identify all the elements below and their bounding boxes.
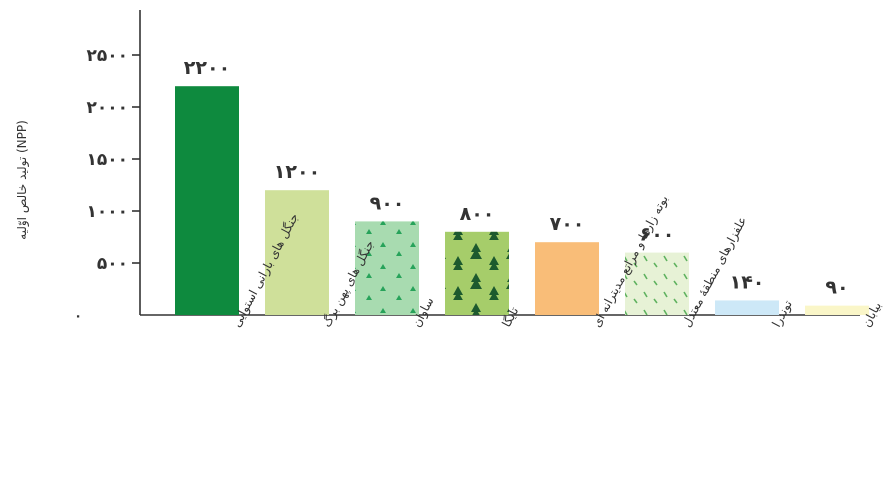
bar-value-label: ۷۰۰ xyxy=(550,213,585,235)
bar xyxy=(805,305,869,315)
bar-value-label: ۱۴۰ xyxy=(730,271,765,293)
bar xyxy=(715,300,779,315)
bar xyxy=(265,190,329,315)
bar-pattern xyxy=(445,231,509,315)
bar xyxy=(175,86,239,315)
bar xyxy=(535,242,599,315)
y-tick-label: ۱۰۰۰ xyxy=(86,202,128,222)
bar-value-label: ۱۲۰۰ xyxy=(274,161,320,183)
y-tick-label: ۲۰۰۰ xyxy=(86,98,128,118)
category-label: بیابان xyxy=(859,299,884,329)
y-tick-label: ۲۵۰۰ xyxy=(86,46,128,66)
y-tick-label: ۰ xyxy=(74,309,82,324)
bar-value-label: ۹۰ xyxy=(825,277,848,299)
bar-pattern xyxy=(355,221,419,315)
y-tick-label: ۱۵۰۰ xyxy=(86,150,128,170)
bar-value-label: ۹۰۰ xyxy=(370,192,405,214)
bar-pattern xyxy=(625,252,689,315)
bar-value-label: ۸۰۰ xyxy=(460,203,495,225)
bar-value-label: ۶۰۰ xyxy=(640,224,675,246)
bar-value-label: ۲۲۰۰ xyxy=(184,57,230,79)
y-tick-label: ۵۰۰ xyxy=(97,254,128,274)
y-axis-title: تولید خالص اوّلیه (NPP) xyxy=(15,120,30,240)
